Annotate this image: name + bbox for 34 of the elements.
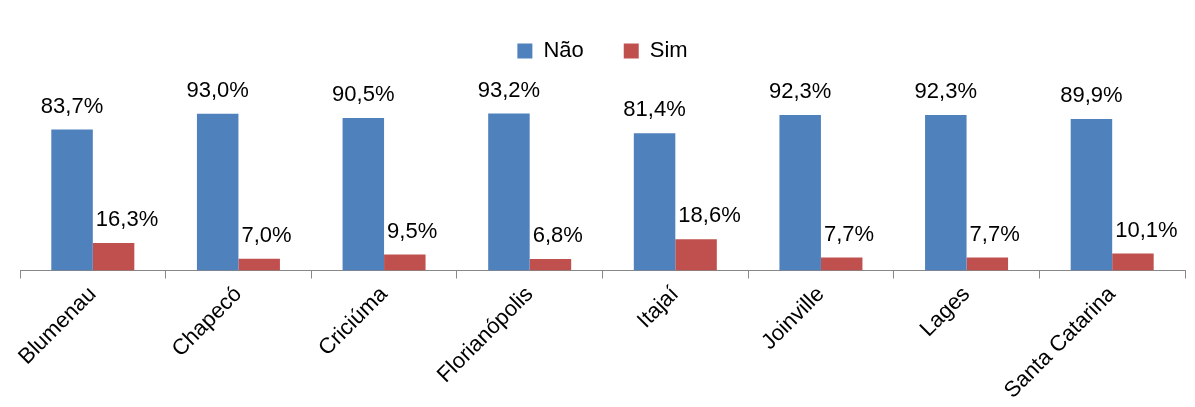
- data-label: 93,2%: [477, 76, 541, 102]
- bar: [925, 114, 967, 271]
- data-label: 16,3%: [95, 206, 159, 232]
- bar: [966, 257, 1009, 271]
- data-label: 6,8%: [532, 222, 583, 248]
- data-label: 90,5%: [332, 81, 395, 107]
- bar: [675, 239, 717, 271]
- bar: [92, 243, 135, 271]
- bar: [342, 118, 385, 271]
- data-label: 92,3%: [914, 78, 978, 104]
- bar: [488, 113, 530, 271]
- data-label: 18,6%: [678, 202, 741, 228]
- data-label: 7,0%: [241, 221, 292, 247]
- data-label: 83,7%: [40, 92, 104, 118]
- bar: [1112, 253, 1154, 271]
- bar: [51, 129, 93, 271]
- bar: [1070, 119, 1113, 271]
- legend-label: Sim: [649, 37, 688, 63]
- data-label: 9,5%: [387, 217, 438, 243]
- data-label: 92,3%: [768, 78, 832, 104]
- bar: [820, 257, 863, 271]
- data-label: 7,7%: [969, 220, 1020, 246]
- bar: [529, 259, 572, 271]
- bar: [238, 258, 280, 271]
- legend-label: Não: [543, 37, 584, 63]
- data-label: 10,1%: [1115, 216, 1178, 242]
- bar: [384, 254, 426, 271]
- bar: [633, 133, 676, 271]
- data-label: 89,9%: [1060, 82, 1123, 108]
- data-label: 81,4%: [623, 96, 686, 122]
- data-label: 93,0%: [186, 76, 249, 102]
- bar: [196, 113, 239, 271]
- data-label: 7,7%: [823, 220, 875, 246]
- bar: [779, 114, 821, 271]
